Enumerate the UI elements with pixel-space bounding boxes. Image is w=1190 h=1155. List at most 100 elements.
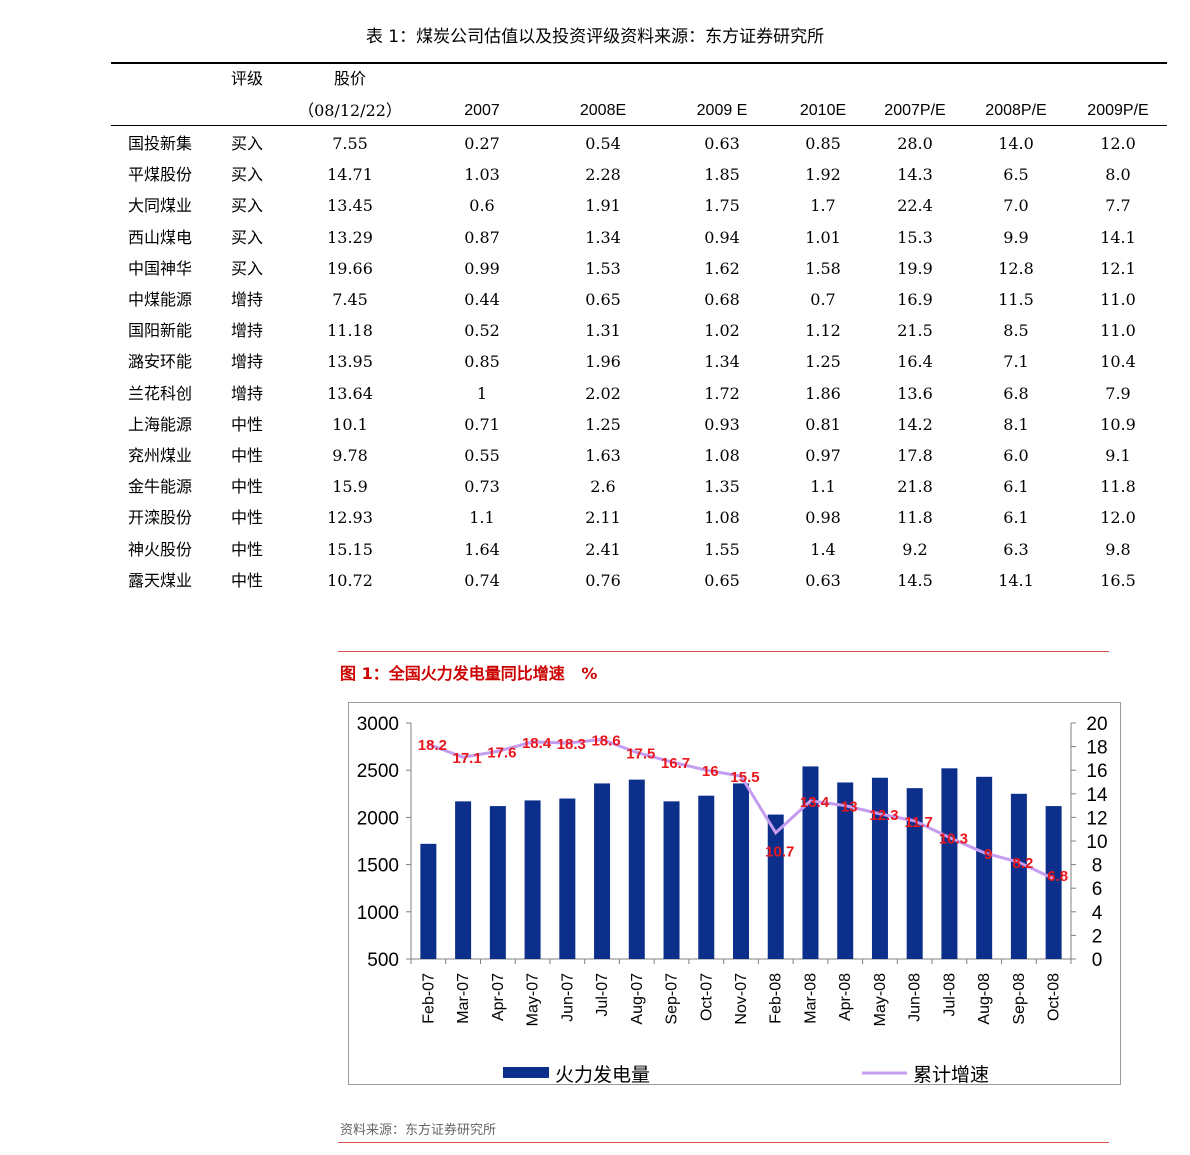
row-value: 1.34 (704, 352, 740, 372)
row-value: 7.0 (1003, 196, 1029, 216)
row-rating: 中性 (230, 570, 264, 590)
data-label: 6.8 (1047, 868, 1068, 885)
row-value: 11.8 (1100, 477, 1136, 497)
row-value: 14.5 (897, 570, 933, 590)
row-value: 1.03 (464, 165, 500, 185)
row-value: 16.4 (897, 352, 933, 372)
row-price: 10.72 (327, 570, 373, 590)
bar (663, 801, 680, 959)
bar (455, 801, 472, 959)
row-value: 0.97 (805, 446, 841, 465)
header-price: 股价 (333, 69, 367, 88)
row-value: 1.96 (585, 352, 621, 372)
data-label: 18.6 (591, 733, 620, 750)
data-label: 18.4 (522, 735, 552, 752)
row-value: 14.0 (998, 134, 1034, 153)
figure-title: 图 1：全国火力发电量同比增速 % (340, 664, 598, 683)
figure-top-rule (338, 651, 1109, 652)
bar (733, 783, 749, 959)
row-value: 1.01 (805, 227, 841, 247)
growth-line (427, 737, 1055, 881)
x-tick-label: Aug-07 (629, 973, 646, 1025)
row-value: 1.31 (585, 321, 621, 341)
bar (420, 843, 437, 959)
table-title: 表 1：煤炭公司估值以及投资评级资料来源：东方证券研究所 (365, 27, 825, 47)
row-value: 0.98 (805, 508, 841, 528)
row-value: 12.1 (1100, 258, 1136, 278)
row-value: 0.93 (704, 414, 740, 434)
bar (559, 798, 576, 959)
row-value: 1.34 (585, 227, 621, 247)
row-value: 2.28 (585, 165, 621, 185)
table-header-rule (111, 125, 1167, 126)
row-value: 14.1 (1100, 227, 1136, 247)
legend-bar-swatch (503, 1067, 549, 1078)
row-value: 0.85 (464, 352, 500, 372)
y-left-tick-label: 500 (367, 950, 399, 971)
row-value: 15.3 (897, 227, 933, 247)
x-tick-label: Apr-07 (490, 973, 507, 1021)
data-label: 12.3 (869, 807, 898, 824)
row-price: 15.9 (332, 477, 368, 497)
row-rating: 中性 (230, 414, 264, 434)
header-rating: 评级 (230, 69, 264, 88)
x-tick-label: Feb-08 (768, 973, 785, 1024)
data-label: 15.5 (730, 769, 759, 786)
data-label: 8.2 (1012, 855, 1033, 872)
row-value: 9.9 (1003, 227, 1029, 247)
header-col: 2008P/E (985, 102, 1047, 119)
row-value: 1.25 (805, 352, 841, 372)
row-value: 9.1 (1105, 446, 1131, 465)
row-value: 21.5 (897, 321, 933, 341)
row-value: 8.1 (1003, 414, 1029, 434)
row-value: 0.94 (704, 227, 740, 247)
row-value: 6.0 (1003, 446, 1029, 465)
row-value: 1.55 (704, 539, 740, 559)
row-value: 28.0 (897, 134, 933, 153)
row-value: 12.0 (1100, 134, 1136, 153)
row-value: 0.65 (585, 290, 621, 309)
data-label: 11.7 (904, 814, 932, 831)
row-value: 12.8 (998, 258, 1034, 278)
row-value: 1.63 (585, 446, 621, 465)
row-name: 西山煤电 (128, 227, 193, 247)
row-name: 露天煤业 (128, 570, 193, 590)
row-name: 兖州煤业 (128, 446, 193, 465)
bar (628, 779, 645, 959)
row-rating: 增持 (230, 352, 264, 372)
row-price: 13.29 (327, 227, 373, 247)
row-value: 2.11 (585, 508, 621, 528)
data-label: 13.4 (800, 794, 830, 811)
header-col: 2007 (464, 102, 500, 119)
row-value: 1.1 (810, 477, 836, 497)
table-top-rule (111, 62, 1167, 64)
row-value: 11.0 (1100, 290, 1136, 309)
bar (594, 783, 611, 959)
row-rating: 增持 (230, 321, 264, 341)
row-rating: 增持 (230, 290, 264, 309)
y-left-tick-label: 1000 (357, 903, 399, 924)
row-name: 中煤能源 (128, 290, 193, 309)
row-rating: 买入 (230, 134, 264, 153)
header-price-date: （08/12/22） (298, 101, 402, 120)
row-value: 2.41 (585, 539, 621, 559)
row-value: 6.5 (1003, 165, 1029, 185)
row-name: 中国神华 (128, 258, 193, 278)
bar (1010, 793, 1027, 959)
row-value: 1.35 (704, 477, 740, 497)
data-label: 18.3 (557, 736, 586, 753)
legend-bar-label: 火力发电量 (555, 1064, 650, 1084)
row-value: 2.6 (590, 477, 616, 497)
row-price: 14.71 (327, 165, 373, 185)
data-label: 16.7 (661, 755, 690, 772)
y-right-tick-label: 10 (1086, 832, 1107, 853)
row-value: 1.92 (805, 165, 841, 185)
row-value: 8.0 (1105, 165, 1131, 185)
x-tick-label: Mar-08 (802, 973, 819, 1024)
row-name: 金牛能源 (128, 477, 193, 497)
bar (871, 777, 888, 959)
y-right-tick-label: 16 (1086, 761, 1107, 782)
header-col: 2007P/E (884, 102, 946, 119)
row-value: 10.9 (1100, 414, 1136, 434)
row-price: 13.45 (327, 196, 373, 216)
